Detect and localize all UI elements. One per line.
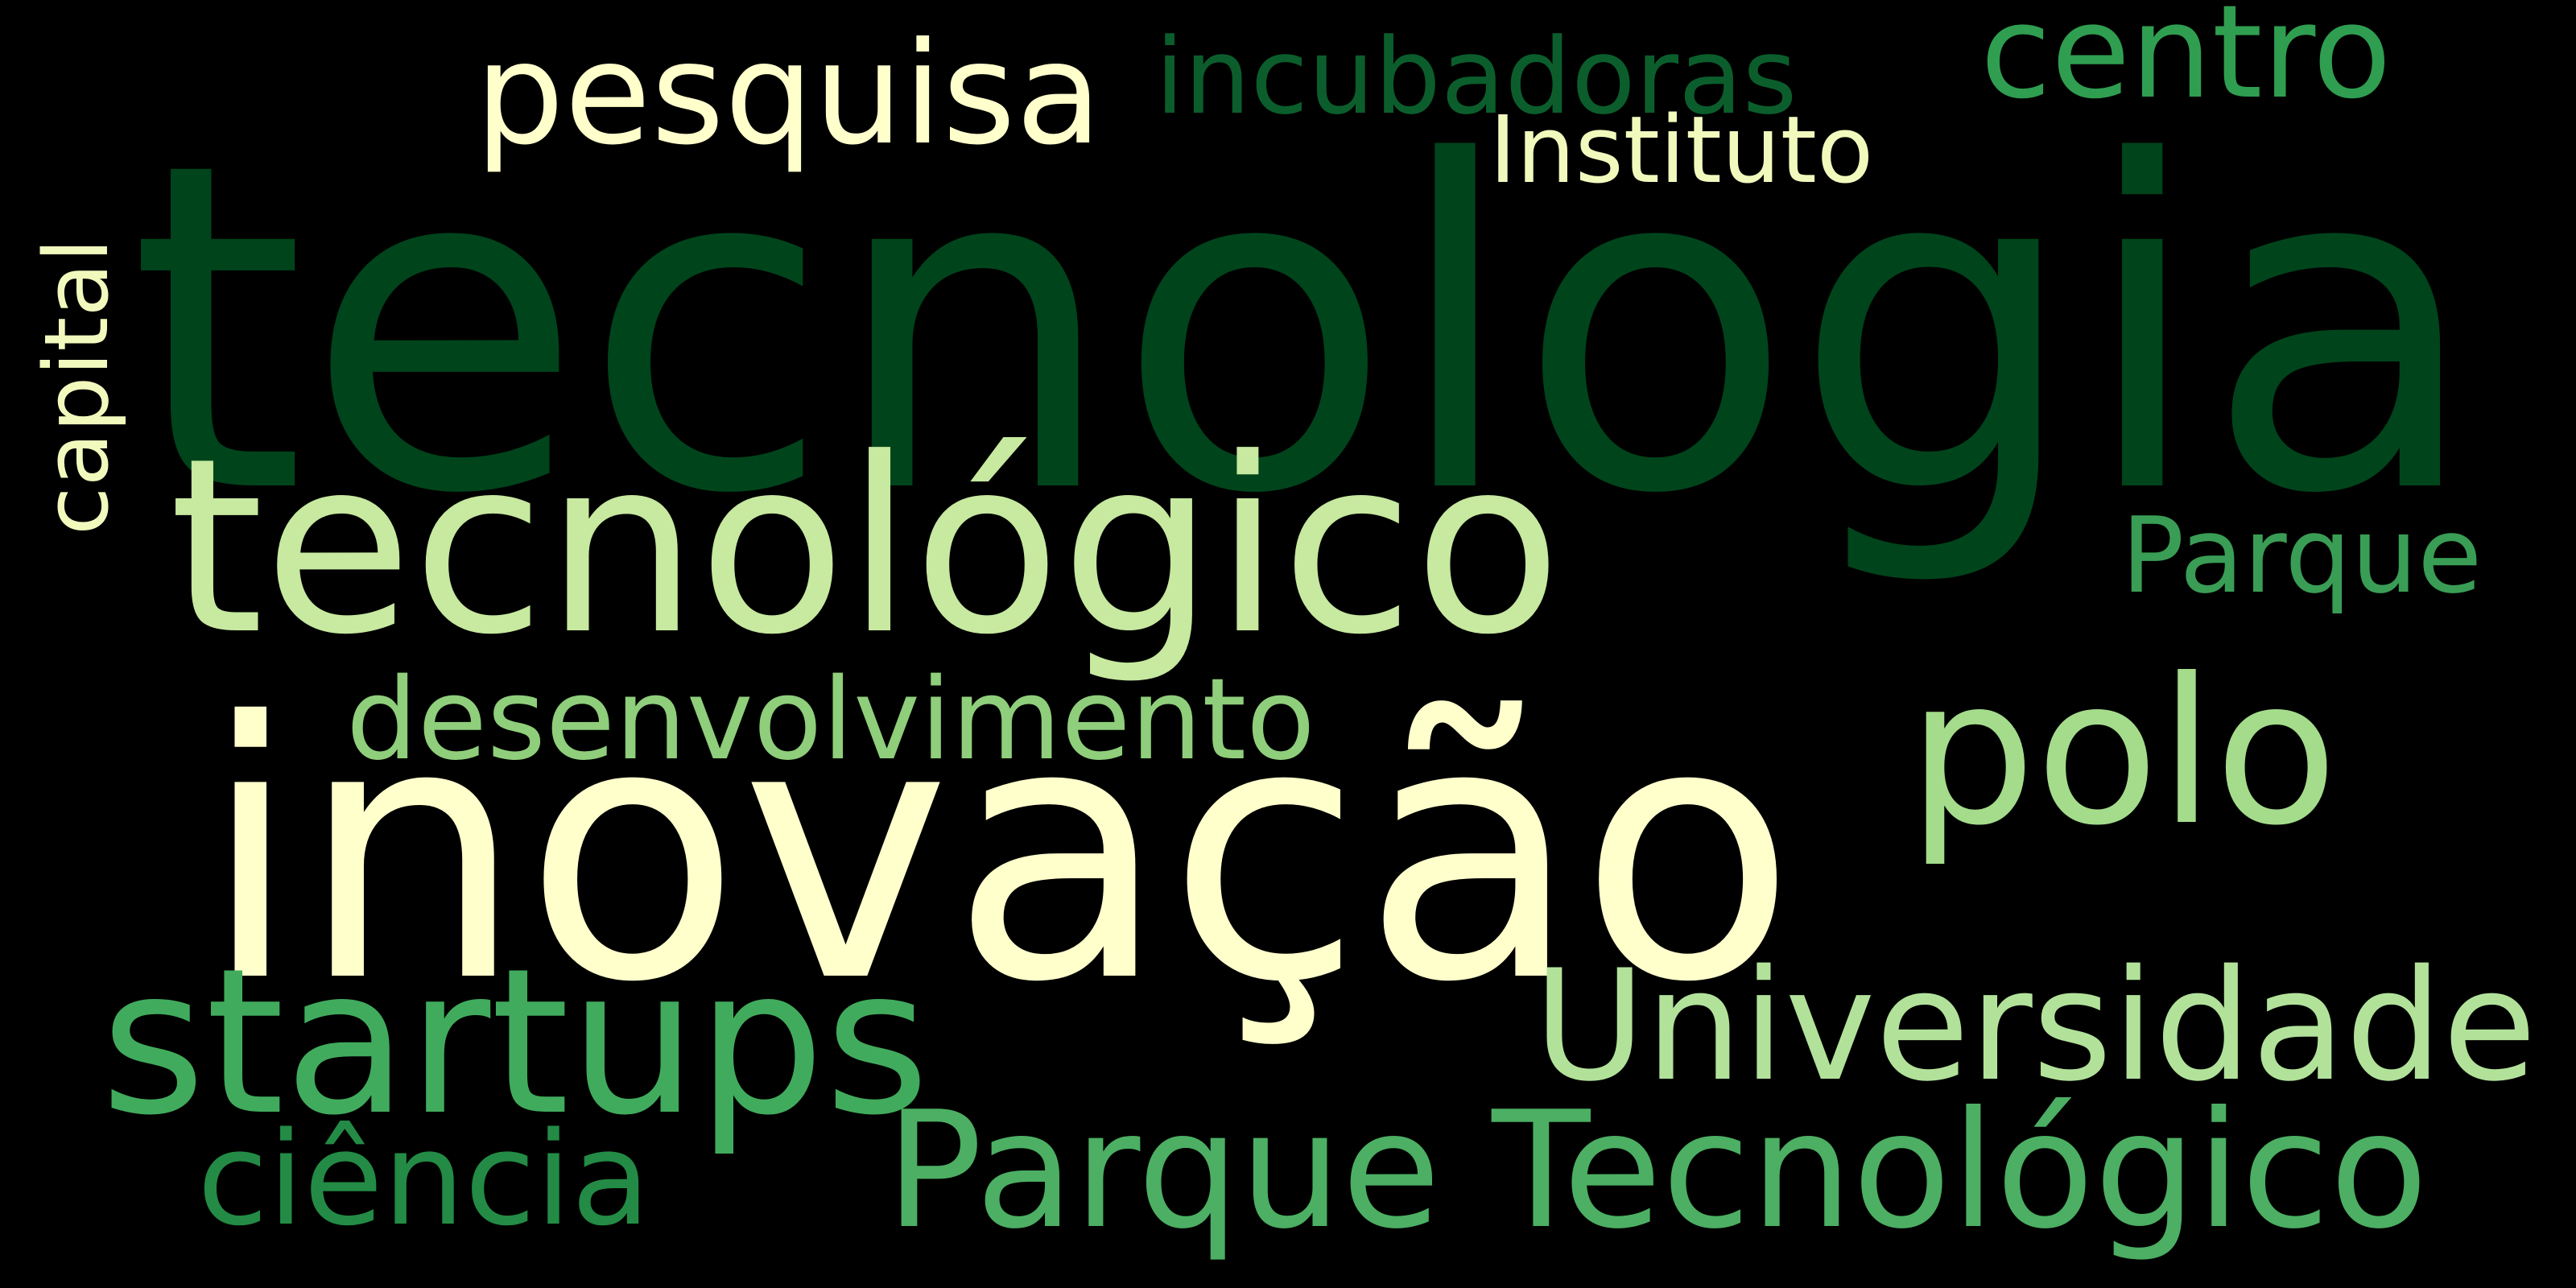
word-desenvolvimento: desenvolvimento — [346, 654, 1315, 786]
word-capital-text: capital — [25, 237, 128, 535]
word-tecnologia: tecnologia — [129, 68, 2481, 592]
word-startups: startups — [101, 925, 930, 1159]
word-ciencia: ciência — [197, 1104, 650, 1254]
word-universidade: Universidade — [1534, 937, 2537, 1115]
word-centro: centro — [1980, 0, 2392, 127]
word-pesquisa: pesquisa — [475, 13, 1102, 176]
word-parque-tecnologico: Parque Tecnológico — [886, 1077, 2429, 1265]
word-polo: polo — [1908, 635, 2339, 869]
word-incubadoras: incubadoras — [1155, 15, 1798, 138]
word-tecnologico: tecnológico — [169, 407, 1562, 687]
word-instituto: Instituto — [1489, 97, 1874, 204]
word-parque: Parque — [2121, 494, 2483, 617]
word-inovacao: inovação — [201, 647, 1797, 1059]
word-capital: capital — [25, 133, 128, 535]
